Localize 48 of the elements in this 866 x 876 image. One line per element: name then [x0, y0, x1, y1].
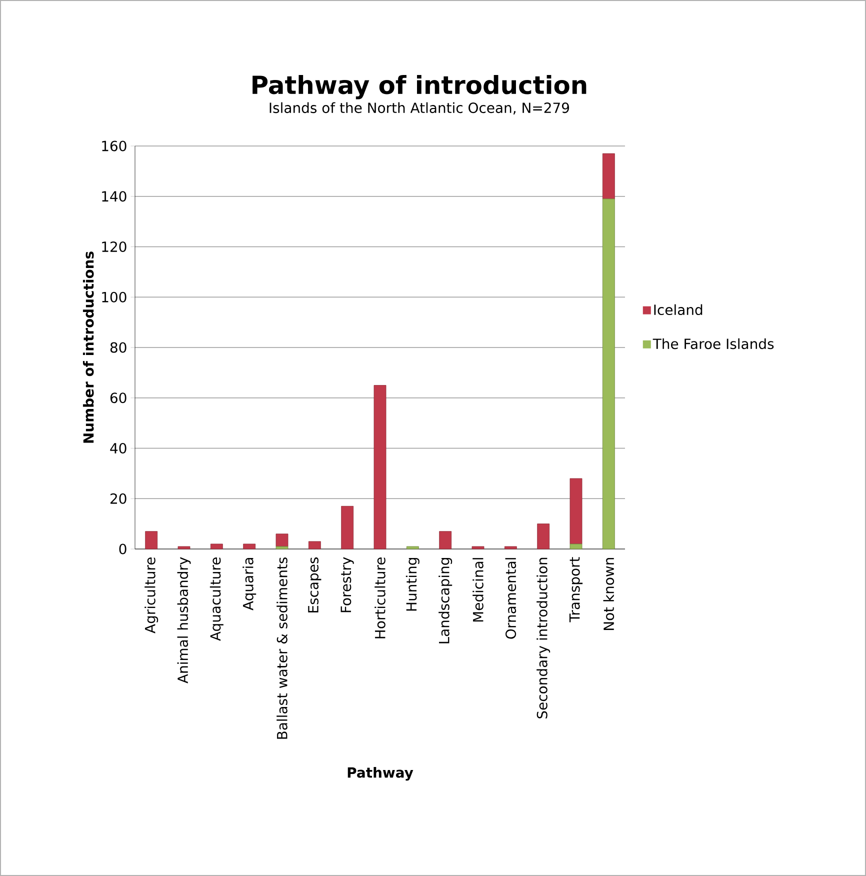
x-tick-label: Aquaria [242, 558, 256, 610]
legend-label: Iceland [654, 304, 702, 316]
y-tick-label: 120 [102, 241, 126, 252]
x-tick-label: Horticulture [374, 557, 386, 638]
bar [570, 544, 582, 550]
bar [341, 506, 354, 550]
chart-title: Pathway of introduction [252, 74, 586, 100]
x-tick-label: Transport [569, 557, 583, 622]
y-tick-label: 0 [119, 544, 126, 554]
x-tick-label: Medicinal [472, 558, 484, 622]
bar [472, 546, 484, 550]
y-tick-label: 160 [102, 140, 126, 152]
x-axis-title: Pathway [348, 766, 414, 781]
x-tick-label: Aquaculture [210, 557, 224, 641]
chart-subtitle: Islands of the North Atlantic Ocean, N=279 [270, 102, 569, 114]
bar [570, 478, 582, 544]
bar [243, 544, 256, 550]
bar [602, 153, 615, 200]
bar [210, 544, 223, 550]
y-tick-label: 60 [110, 392, 126, 404]
bar [406, 546, 419, 550]
x-tick-label: Agriculture [144, 557, 158, 634]
bar [439, 531, 452, 550]
x-tick-label: Landscaping [438, 558, 452, 644]
x-tick-label: Ballast water & sediments [276, 557, 288, 739]
bar [178, 546, 190, 550]
bar [504, 546, 517, 550]
y-tick-label: 100 [102, 292, 126, 302]
x-tick-label: Forestry [340, 557, 354, 612]
bar [276, 546, 288, 550]
y-tick-label: 140 [102, 191, 126, 202]
x-tick-label: Animal husbandry [177, 557, 191, 684]
x-tick-label: Hunting [406, 558, 420, 611]
x-tick-label: Not known [603, 558, 614, 630]
bar [602, 198, 615, 550]
bar [276, 534, 288, 547]
y-tick-label: 40 [110, 442, 126, 454]
y-tick-label: 80 [110, 342, 126, 353]
x-tick-label: Secondary introduction [536, 558, 550, 718]
y-tick-label: 20 [110, 493, 126, 504]
y-axis-title: Number of introductions [82, 252, 94, 443]
legend-label: The Faroe Islands [652, 338, 774, 350]
x-tick-label: Escapes [308, 557, 322, 612]
bar [537, 524, 550, 550]
bar [374, 385, 386, 550]
bar [145, 531, 158, 550]
x-tick-label: Ornamental [505, 558, 516, 639]
bar [308, 541, 321, 550]
